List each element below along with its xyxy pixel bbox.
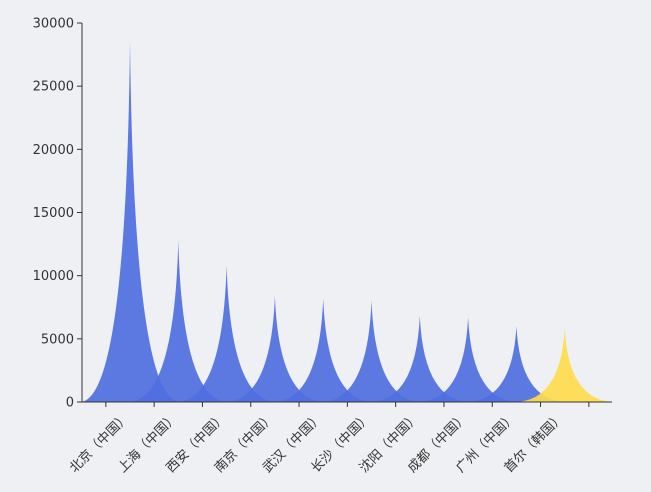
y-tick-label-2: 10000 [33,269,74,284]
spike-2[interactable] [176,265,277,402]
spike-1[interactable] [128,240,229,402]
spike-6[interactable] [369,316,470,402]
y-tick-label-0: 0 [66,396,74,411]
y-tick-label-6: 30000 [33,17,74,32]
y-tick-label-3: 15000 [33,206,74,221]
spike-7[interactable] [418,317,519,402]
spike-0[interactable] [80,41,180,402]
y-tick-label-5: 25000 [33,80,74,95]
spike-4[interactable] [273,298,374,402]
x-axis: 北京（中国）上海（中国）西安（中国）南京（中国）武汉（中国）长沙（中国）沈阳（中… [67,401,612,476]
spike-3[interactable] [224,295,325,402]
spike-5[interactable] [321,300,422,402]
y-tick-label-1: 5000 [41,332,74,347]
y-tick-label-4: 20000 [33,143,74,158]
spike-9[interactable] [514,328,615,402]
y-axis: 0 5000 10000 15000 20000 25000 30000 [33,17,83,411]
spike-8[interactable] [466,326,567,402]
spike-series [80,41,615,402]
